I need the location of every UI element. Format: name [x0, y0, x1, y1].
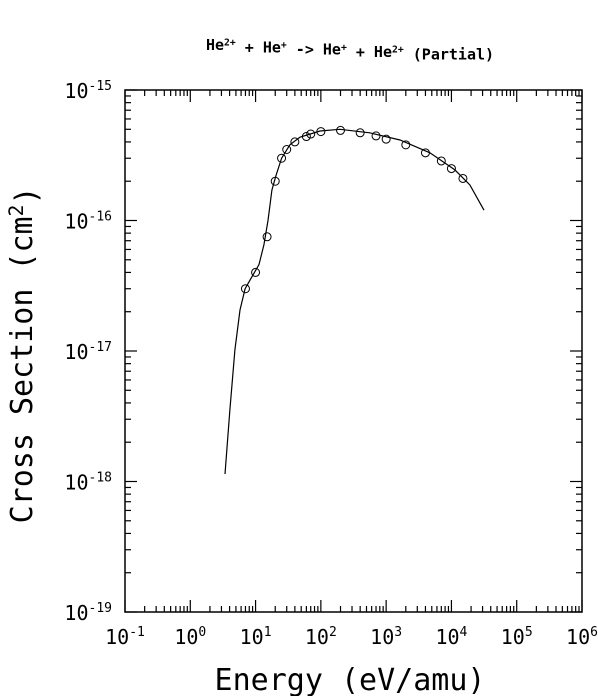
- data-point: [240, 284, 250, 294]
- chart-title: He2+ + He+ -> He+ + He2+ (Partial): [206, 36, 494, 63]
- text-part: +: [341, 42, 347, 53]
- data-point: [401, 140, 411, 150]
- tick-exponent: -1: [129, 625, 145, 640]
- data-point: [270, 176, 280, 186]
- x-tick-label: 101: [240, 625, 272, 649]
- text-part: 2+: [392, 45, 404, 56]
- data-point: [262, 232, 272, 242]
- tick-base: 10: [566, 625, 590, 649]
- data-point: [436, 156, 446, 166]
- data-point: [458, 173, 468, 183]
- tick-base: 10: [370, 625, 394, 649]
- text-part: + He: [347, 43, 392, 61]
- tick-base: 10: [64, 601, 88, 625]
- fit-line: [224, 128, 485, 475]
- tick-base: 10: [174, 625, 198, 649]
- text-part: -> He: [287, 41, 341, 59]
- tick-exponent: 3: [394, 625, 402, 640]
- data-point: [306, 129, 316, 139]
- tick-base: 10: [240, 625, 264, 649]
- y-tick-label: 10-17: [64, 340, 112, 364]
- data-point: [446, 164, 456, 174]
- tick-exponent: -15: [89, 79, 112, 94]
- data-point: [282, 144, 292, 154]
- data-point: [316, 127, 326, 137]
- tick-base: 10: [64, 79, 88, 103]
- y-axis-label: Cross Section (cm2): [5, 187, 45, 524]
- text-part: He: [206, 36, 224, 54]
- data-point: [277, 153, 287, 163]
- data-point: [381, 134, 391, 144]
- tick-base: 10: [305, 625, 329, 649]
- text-part: Energy (eV/amu): [215, 663, 486, 696]
- tick-base: 10: [64, 340, 88, 364]
- text-part: 2: [5, 205, 28, 217]
- x-axis-label: Energy (eV/amu): [215, 663, 486, 696]
- tick-base: 10: [105, 625, 129, 649]
- tick-exponent: -18: [89, 471, 112, 486]
- tick-exponent: 4: [460, 625, 468, 640]
- tick-base: 10: [501, 625, 525, 649]
- data-point: [251, 267, 261, 277]
- tick-exponent: 6: [590, 625, 598, 640]
- x-tick-label: 100: [174, 625, 206, 649]
- text-part: ): [10, 187, 45, 205]
- text-part: 2+: [224, 38, 236, 49]
- y-tick-label: 10-19: [64, 601, 112, 625]
- y-tick-label: 10-15: [64, 79, 112, 103]
- tick-exponent: -16: [89, 210, 112, 225]
- x-tick-label: 104: [435, 625, 467, 649]
- tick-exponent: 2: [329, 625, 337, 640]
- y-tick-label: 10-18: [64, 471, 112, 495]
- plot-frame: [124, 89, 583, 613]
- data-point: [336, 125, 346, 135]
- tick-exponent: -17: [89, 340, 112, 355]
- x-tick-label: 102: [305, 625, 337, 649]
- data-point: [420, 148, 430, 158]
- data-point: [355, 128, 365, 138]
- tick-base: 10: [64, 471, 88, 495]
- x-tick-label: 103: [370, 625, 402, 649]
- tick-base: 10: [64, 210, 88, 234]
- x-tick-label: 10-1: [105, 625, 145, 649]
- text-part: +: [281, 40, 287, 51]
- tick-exponent: 0: [198, 625, 206, 640]
- data-point: [290, 137, 300, 147]
- text-part: + He: [236, 38, 281, 56]
- data-point: [301, 132, 311, 142]
- tick-exponent: 5: [525, 625, 533, 640]
- x-tick-label: 106: [566, 625, 598, 649]
- y-tick-label: 10-16: [64, 210, 112, 234]
- tick-exponent: -19: [89, 601, 112, 616]
- data-point: [371, 131, 381, 141]
- tick-exponent: 1: [264, 625, 272, 640]
- text-part: (Partial): [404, 45, 494, 63]
- text-part: Cross Section (cm: [5, 216, 40, 523]
- tick-base: 10: [435, 625, 459, 649]
- x-tick-label: 105: [501, 625, 533, 649]
